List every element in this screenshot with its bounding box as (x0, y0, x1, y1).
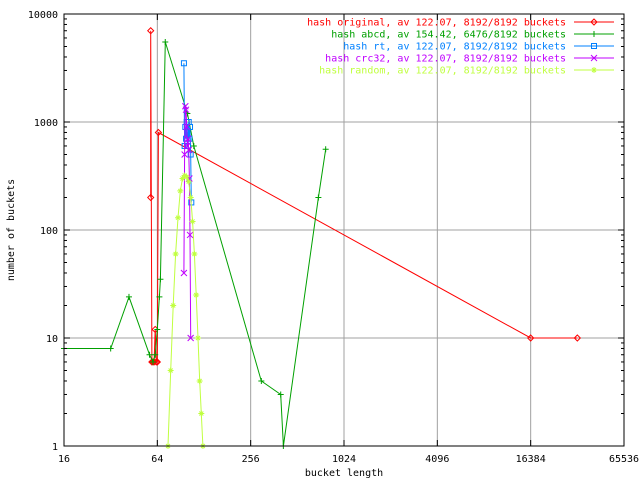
series-line (167, 174, 204, 447)
data-point-marker (322, 146, 329, 153)
data-point-marker (162, 39, 169, 46)
data-point-marker (125, 293, 132, 300)
data-point-marker (258, 377, 265, 384)
data-point-marker (152, 358, 160, 366)
x-tick-label: 4096 (425, 454, 449, 465)
data-point-marker (187, 123, 194, 130)
data-point-marker (154, 326, 161, 333)
y-tick-label: 1000 (34, 118, 58, 129)
data-point-marker (185, 178, 192, 185)
data-point-marker (179, 175, 186, 182)
data-point-marker (152, 351, 159, 358)
data-point-marker (170, 302, 177, 309)
legend-label: hash original, av 122.07, 8192/8192 buck… (307, 18, 566, 29)
data-point-marker (591, 31, 597, 37)
data-point-marker (193, 292, 200, 299)
data-point-marker (573, 334, 582, 342)
data-point-marker (180, 269, 188, 277)
data-point-marker (315, 194, 322, 201)
data-point-marker (187, 334, 195, 342)
data-point-marker (175, 214, 182, 221)
x-tick-label: 1024 (332, 454, 356, 465)
data-point-marker (153, 358, 162, 366)
data-point-marker (198, 410, 205, 417)
data-point-marker (146, 351, 153, 358)
data-point-marker (184, 142, 191, 150)
plot-area (61, 27, 582, 449)
data-point-marker (196, 377, 203, 384)
y-tick-label: 1 (52, 442, 58, 453)
data-point-marker (190, 142, 197, 149)
data-point-marker (156, 293, 163, 300)
data-point-marker (526, 334, 535, 342)
y-tick-label: 10000 (28, 10, 58, 21)
legend-label: hash rt, av 122.07, 8192/8192 buckets (343, 42, 566, 53)
x-tick-label: 16384 (516, 454, 546, 465)
legend-label: hash abcd, av 154.42, 6476/8192 buckets (331, 30, 566, 41)
x-tick-label: 256 (242, 454, 260, 465)
data-point-marker (189, 218, 196, 225)
x-tick-label: 65536 (609, 454, 639, 465)
data-point-marker (180, 60, 187, 67)
legend: hash original, av 122.07, 8192/8192 buck… (307, 18, 614, 77)
data-point-marker (146, 27, 155, 35)
data-point-marker (185, 146, 193, 154)
y-axis-label: number of buckets (6, 179, 17, 281)
axis-ticks: 16 64 256 1024 4096 16384 65536 1 10 100 1000 10000 (28, 10, 639, 465)
data-point-marker (184, 135, 192, 143)
x-axis-label: bucket length (305, 468, 383, 479)
data-point-marker (146, 193, 155, 202)
data-point-marker (182, 106, 190, 114)
y-tick-label: 10 (46, 334, 58, 345)
data-point-marker (167, 367, 174, 374)
data-point-marker (590, 18, 598, 26)
data-point-marker (177, 187, 184, 194)
legend-label: hash crc32, av 122.07, 8192/8192 buckets (325, 54, 566, 65)
data-point-marker (277, 391, 284, 398)
data-point-marker (194, 335, 201, 341)
data-point-marker (172, 250, 179, 257)
legend-label: hash random, av 122.07, 8192/8192 bucket… (319, 66, 566, 77)
x-tick-label: 16 (58, 454, 70, 465)
y-tick-label: 100 (40, 226, 58, 237)
data-point-marker (591, 43, 597, 49)
data-point-marker (191, 250, 198, 257)
x-tick-label: 64 (151, 454, 163, 465)
data-point-marker (107, 345, 114, 352)
data-point-marker (591, 67, 597, 73)
data-point-marker (590, 54, 598, 62)
data-point-marker (183, 173, 190, 180)
data-point-marker (186, 231, 194, 239)
data-point-marker (187, 194, 194, 201)
data-point-marker (149, 358, 156, 365)
data-point-marker (154, 128, 163, 137)
data-point-marker (183, 123, 191, 131)
data-point-marker (157, 276, 164, 283)
